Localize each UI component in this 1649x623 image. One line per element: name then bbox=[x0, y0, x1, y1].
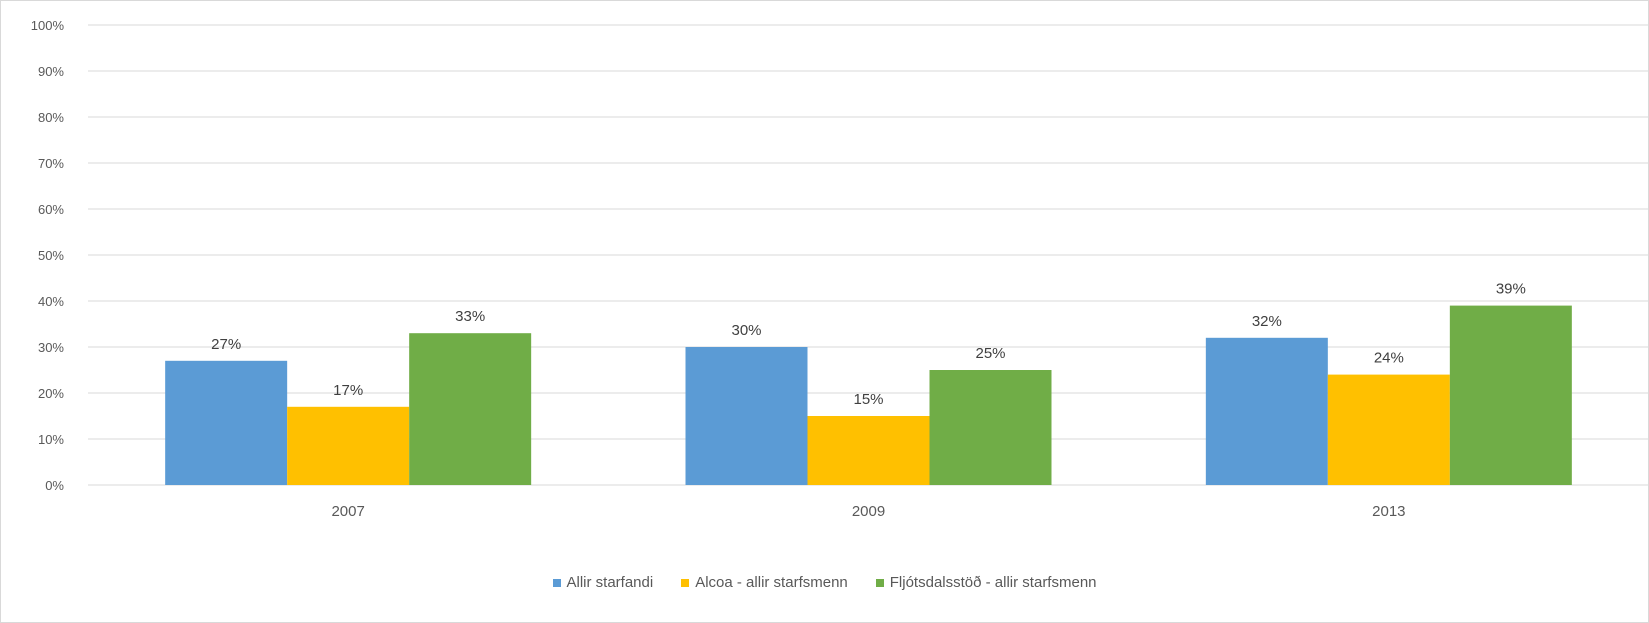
x-tick-label-2009: 2009 bbox=[852, 503, 885, 520]
legend-label-series-1: Allir starfandi bbox=[566, 574, 654, 591]
legend-label-series-2: Alcoa - allir starfsmenn bbox=[695, 574, 848, 591]
y-tick-label: 80% bbox=[38, 110, 64, 125]
x-tick-label-2013: 2013 bbox=[1372, 503, 1405, 520]
y-tick-label: 10% bbox=[38, 432, 64, 447]
bar-2013-series-2 bbox=[1327, 374, 1450, 485]
x-axis-tick-labels: 2007 2009 2013 bbox=[331, 503, 1405, 520]
data-label-2009-series-1: 30% bbox=[731, 322, 761, 339]
data-label-2007-series-1: 27% bbox=[211, 336, 241, 353]
data-label-2007-series-2: 17% bbox=[333, 382, 363, 399]
legend-item-series-3: Fljótsdalsstöð - allir starfsmenn bbox=[875, 574, 1097, 591]
data-labels: 27% 17% 33% 30% 15% 25% 32% 24% 39% bbox=[211, 281, 1526, 408]
legend-item-series-1: Allir starfandi bbox=[552, 574, 654, 591]
y-tick-label: 40% bbox=[38, 294, 64, 309]
y-tick-label: 90% bbox=[38, 64, 64, 79]
bars bbox=[165, 305, 1572, 485]
y-tick-label: 60% bbox=[38, 202, 64, 217]
data-label-2009-series-2: 15% bbox=[853, 391, 883, 408]
bar-2009-series-1 bbox=[685, 347, 808, 485]
y-tick-label: 100% bbox=[31, 18, 65, 33]
bar-2009-series-2 bbox=[807, 416, 930, 485]
y-tick-label: 70% bbox=[38, 156, 64, 171]
y-tick-label: 0% bbox=[45, 478, 64, 493]
y-tick-label: 50% bbox=[38, 248, 64, 263]
legend-swatch-series-2 bbox=[681, 578, 690, 587]
bar-2009-series-3 bbox=[929, 370, 1052, 485]
x-tick-label-2007: 2007 bbox=[331, 503, 364, 520]
legend-item-series-2: Alcoa - allir starfsmenn bbox=[681, 574, 848, 591]
y-tick-label: 20% bbox=[38, 386, 64, 401]
bar-2013-series-3 bbox=[1449, 305, 1572, 485]
bar-2007-series-1 bbox=[165, 360, 288, 485]
legend-swatch-series-1 bbox=[552, 578, 561, 587]
data-label-2013-series-2: 24% bbox=[1374, 350, 1404, 367]
data-label-2007-series-3: 33% bbox=[455, 308, 485, 325]
y-tick-label: 30% bbox=[38, 340, 64, 355]
legend-label-series-3: Fljótsdalsstöð - allir starfsmenn bbox=[889, 574, 1097, 591]
bar-2013-series-1 bbox=[1205, 337, 1328, 485]
legend-swatch-series-3 bbox=[875, 578, 884, 587]
data-label-2009-series-3: 25% bbox=[975, 345, 1005, 362]
bar-2007-series-3 bbox=[409, 333, 532, 485]
data-label-2013-series-1: 32% bbox=[1252, 313, 1282, 330]
data-label-2013-series-3: 39% bbox=[1496, 281, 1526, 298]
bar-2007-series-2 bbox=[287, 406, 410, 485]
legend: Allir starfandi Alcoa - allir starfsmenn… bbox=[0, 574, 1649, 591]
y-axis-tick-labels: 0% 10% 20% 30% 40% 50% 60% 70% 80% 90% 100% bbox=[31, 18, 65, 493]
